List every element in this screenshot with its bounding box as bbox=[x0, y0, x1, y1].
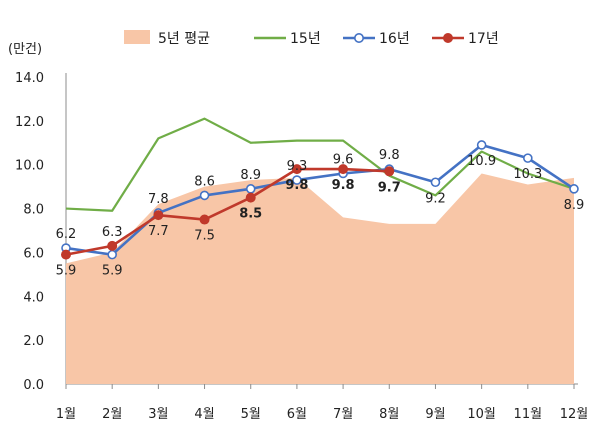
series-17년-point bbox=[338, 164, 349, 175]
legend: 5년 평균 15년 16년 17년 bbox=[124, 30, 499, 47]
y-tick-label: 4.0 bbox=[23, 290, 44, 305]
legend-label: 17년 bbox=[468, 31, 499, 47]
data-label: 9.8 bbox=[285, 178, 308, 193]
data-label: 9.3 bbox=[287, 159, 308, 174]
series-16년-point bbox=[523, 153, 533, 163]
data-label: 8.5 bbox=[239, 207, 262, 222]
y-tick-label: 14.0 bbox=[15, 71, 44, 86]
x-tick-label: 7월 bbox=[333, 407, 353, 422]
x-axis: 1월 2월 3월 4월 5월 6월 7월 8월 9월 10월 11월 12월 bbox=[56, 383, 589, 422]
series-17년-point bbox=[61, 249, 71, 260]
plot-area bbox=[61, 117, 579, 384]
data-label: 9.8 bbox=[379, 148, 400, 163]
x-tick-label: 5월 bbox=[241, 407, 261, 422]
data-label: 10.9 bbox=[467, 154, 496, 169]
series-16년-point bbox=[476, 140, 487, 150]
series-17년-point bbox=[245, 192, 256, 203]
x-tick-label: 1월 bbox=[56, 407, 76, 422]
data-label: 6.2 bbox=[56, 227, 77, 242]
x-tick-label: 10월 bbox=[467, 407, 496, 422]
data-label: 8.6 bbox=[194, 174, 215, 189]
x-tick-label: 9월 bbox=[425, 407, 445, 422]
series-15년-line bbox=[65, 117, 575, 212]
x-tick-label: 4월 bbox=[194, 407, 214, 422]
data-label: 9.7 bbox=[378, 180, 401, 195]
series-16년-point bbox=[569, 184, 579, 194]
y-tick-label: 0.0 bbox=[23, 378, 44, 393]
y-tick-label: 6.0 bbox=[23, 246, 44, 261]
y-tick-label: 10.0 bbox=[15, 159, 44, 174]
legend-label: 16년 bbox=[379, 31, 410, 47]
series-16년-point bbox=[430, 177, 441, 188]
data-label: 9.6 bbox=[333, 152, 354, 167]
x-tick-label: 2월 bbox=[102, 407, 122, 422]
series-16년-point bbox=[199, 190, 210, 201]
x-tick-label: 6월 bbox=[287, 407, 307, 422]
y-tick-label: 2.0 bbox=[23, 334, 44, 349]
data-label: 8.9 bbox=[240, 168, 261, 183]
data-label: 6.3 bbox=[102, 225, 123, 240]
data-label: 7.5 bbox=[194, 229, 215, 244]
series-16년-point bbox=[245, 184, 256, 194]
data-label: 5.9 bbox=[102, 264, 123, 279]
series-17년-line bbox=[65, 167, 390, 256]
x-tick-label: 12월 bbox=[560, 407, 589, 422]
x-tick-label: 3월 bbox=[148, 407, 168, 422]
series-17년-point bbox=[153, 210, 164, 221]
data-label: 8.9 bbox=[564, 198, 585, 213]
y-tick-label: 12.0 bbox=[15, 115, 44, 130]
data-label: 9.2 bbox=[425, 191, 446, 206]
unit-label: (만건) bbox=[8, 42, 42, 57]
series-17년-point bbox=[107, 240, 118, 251]
series-17년-point bbox=[291, 164, 302, 175]
legend-swatch-5yr-avg bbox=[124, 30, 150, 44]
series-16년-point bbox=[292, 175, 302, 185]
data-label: 5.9 bbox=[56, 264, 77, 279]
legend-label: 5년 평균 bbox=[158, 31, 210, 47]
data-label: 9.8 bbox=[332, 178, 355, 193]
x-tick-label: 11월 bbox=[514, 407, 543, 422]
legend-label: 15년 bbox=[290, 31, 321, 47]
series-16년-point bbox=[107, 249, 117, 260]
y-tick-label: 8.0 bbox=[23, 203, 44, 218]
data-label: 7.7 bbox=[148, 224, 169, 239]
legend-swatch-marker bbox=[353, 32, 364, 43]
series-17년-point bbox=[384, 166, 395, 177]
series-5년-평균-area bbox=[66, 173, 574, 384]
y-axis: 0.0 2.0 4.0 6.0 8.0 10.0 12.0 14.0 bbox=[15, 71, 67, 393]
data-label: 10.3 bbox=[513, 167, 542, 182]
data-labels: 6.2 5.9 6.3 5.9 7.8 7.7 8.6 7.5 8.9 8.5 9.3 9.8 9.6 9… bbox=[56, 148, 585, 279]
series-17년-point bbox=[199, 214, 210, 225]
legend-swatch-marker bbox=[442, 32, 453, 43]
data-label: 7.8 bbox=[148, 192, 169, 207]
x-tick-label: 8월 bbox=[379, 407, 399, 422]
